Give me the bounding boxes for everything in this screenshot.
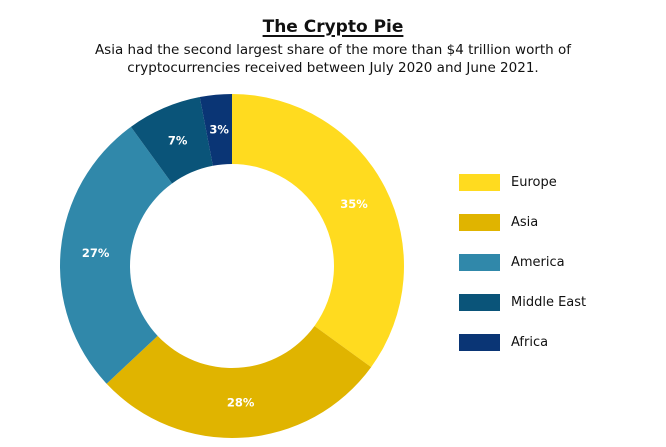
legend-item-middle-east: Middle East [459,293,586,311]
legend-item-asia: Asia [459,213,586,231]
legend-swatch [459,333,500,351]
data-label-asia: 28% [227,396,255,410]
legend-label: Europe [511,174,557,190]
legend-item-africa: Africa [459,333,586,351]
chart-legend: Europe Asia America Middle East Africa [459,173,586,373]
legend-swatch [459,253,500,271]
data-label-middle-east: 7% [168,133,188,147]
slice-asia [106,325,372,438]
data-label-europe: 35% [340,197,368,211]
chart-title: The Crypto Pie [262,17,404,37]
legend-swatch [459,293,500,311]
slice-america [60,126,173,384]
slice-europe [232,94,404,368]
legend-label: America [511,254,565,270]
data-label-america: 27% [82,246,110,260]
slice-middle-east [130,97,213,184]
legend-swatch [459,173,500,191]
chart-subtitle: Asia had the second largest share of the… [94,42,572,76]
legend-item-america: America [459,253,586,271]
legend-label: Africa [511,334,549,350]
legend-item-europe: Europe [459,173,586,191]
slice-africa [199,94,232,166]
legend-label: Asia [511,214,539,230]
data-label-africa: 3% [209,123,229,137]
legend-swatch [459,213,500,231]
legend-label: Middle East [511,294,587,310]
